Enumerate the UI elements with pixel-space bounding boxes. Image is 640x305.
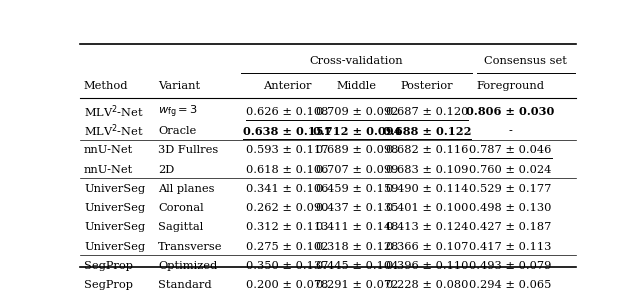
Text: Middle: Middle bbox=[337, 81, 377, 91]
Text: Standard: Standard bbox=[158, 280, 212, 290]
Text: 0.459 ± 0.159: 0.459 ± 0.159 bbox=[316, 184, 398, 194]
Text: nnU-Net: nnU-Net bbox=[84, 145, 133, 155]
Text: UniverSeg: UniverSeg bbox=[84, 242, 145, 252]
Text: 0.707 ± 0.099: 0.707 ± 0.099 bbox=[316, 164, 398, 174]
Text: 0.228 ± 0.080: 0.228 ± 0.080 bbox=[386, 280, 468, 290]
Text: 0.318 ± 0.128: 0.318 ± 0.128 bbox=[316, 242, 398, 252]
Text: 0.618 ± 0.106: 0.618 ± 0.106 bbox=[246, 164, 328, 174]
Text: 0.683 ± 0.109: 0.683 ± 0.109 bbox=[386, 164, 468, 174]
Text: 0.427 ± 0.187: 0.427 ± 0.187 bbox=[469, 222, 552, 232]
Text: All planes: All planes bbox=[158, 184, 215, 194]
Text: SegProp: SegProp bbox=[84, 261, 133, 271]
Text: Cross-validation: Cross-validation bbox=[310, 56, 403, 66]
Text: 0.350 ± 0.137: 0.350 ± 0.137 bbox=[246, 261, 328, 271]
Text: 0.688 ± 0.122: 0.688 ± 0.122 bbox=[383, 126, 472, 137]
Text: Posterior: Posterior bbox=[401, 81, 454, 91]
Text: 0.493 ± 0.079: 0.493 ± 0.079 bbox=[469, 261, 552, 271]
Text: 0.498 ± 0.130: 0.498 ± 0.130 bbox=[469, 203, 552, 213]
Text: SegProp: SegProp bbox=[84, 280, 133, 290]
Text: 0.593 ± 0.117: 0.593 ± 0.117 bbox=[246, 145, 328, 155]
Text: 0.787 ± 0.046: 0.787 ± 0.046 bbox=[469, 145, 552, 155]
Text: Oracle: Oracle bbox=[158, 126, 196, 136]
Text: 0.411 ± 0.148: 0.411 ± 0.148 bbox=[316, 222, 398, 232]
Text: 0.490 ± 0.114: 0.490 ± 0.114 bbox=[386, 184, 468, 194]
Text: 0.291 ± 0.072: 0.291 ± 0.072 bbox=[316, 280, 398, 290]
Text: -: - bbox=[509, 126, 513, 136]
Text: nnU-Net: nnU-Net bbox=[84, 164, 133, 174]
Text: 2D: 2D bbox=[158, 164, 175, 174]
Text: 0.341 ± 0.106: 0.341 ± 0.106 bbox=[246, 184, 328, 194]
Text: UniverSeg: UniverSeg bbox=[84, 203, 145, 213]
Text: 0.294 ± 0.065: 0.294 ± 0.065 bbox=[469, 280, 552, 290]
Text: 0.712 ± 0.094: 0.712 ± 0.094 bbox=[312, 126, 401, 137]
Text: Method: Method bbox=[84, 81, 129, 91]
Text: 0.275 ± 0.102: 0.275 ± 0.102 bbox=[246, 242, 328, 252]
Text: Variant: Variant bbox=[158, 81, 200, 91]
Text: MLV$^2$-Net: MLV$^2$-Net bbox=[84, 123, 144, 139]
Text: Anterior: Anterior bbox=[263, 81, 312, 91]
Text: Transverse: Transverse bbox=[158, 242, 223, 252]
Text: 0.689 ± 0.098: 0.689 ± 0.098 bbox=[316, 145, 398, 155]
Text: 0.413 ± 0.124: 0.413 ± 0.124 bbox=[386, 222, 468, 232]
Text: 0.437 ± 0.135: 0.437 ± 0.135 bbox=[316, 203, 398, 213]
Text: 0.806 ± 0.030: 0.806 ± 0.030 bbox=[467, 106, 555, 117]
Text: MLV$^2$-Net: MLV$^2$-Net bbox=[84, 103, 144, 120]
Text: 0.445 ± 0.104: 0.445 ± 0.104 bbox=[316, 261, 398, 271]
Text: UniverSeg: UniverSeg bbox=[84, 184, 145, 194]
Text: UniverSeg: UniverSeg bbox=[84, 222, 145, 232]
Text: 0.417 ± 0.113: 0.417 ± 0.113 bbox=[469, 242, 552, 252]
Text: 0.709 ± 0.092: 0.709 ± 0.092 bbox=[316, 107, 398, 117]
Text: 0.626 ± 0.108: 0.626 ± 0.108 bbox=[246, 107, 328, 117]
Text: 0.396 ± 0.110: 0.396 ± 0.110 bbox=[386, 261, 468, 271]
Text: 3D Fullres: 3D Fullres bbox=[158, 145, 219, 155]
Text: 0.682 ± 0.116: 0.682 ± 0.116 bbox=[386, 145, 468, 155]
Text: 0.401 ± 0.100: 0.401 ± 0.100 bbox=[386, 203, 468, 213]
Text: 0.529 ± 0.177: 0.529 ± 0.177 bbox=[469, 184, 552, 194]
Text: $w_{\rm fg} = 3$: $w_{\rm fg} = 3$ bbox=[158, 104, 198, 120]
Text: 0.200 ± 0.078: 0.200 ± 0.078 bbox=[246, 280, 328, 290]
Text: Optimized: Optimized bbox=[158, 261, 218, 271]
Text: Consensus set: Consensus set bbox=[484, 56, 567, 66]
Text: Sagittal: Sagittal bbox=[158, 222, 204, 232]
Text: 0.262 ± 0.090: 0.262 ± 0.090 bbox=[246, 203, 328, 213]
Text: 0.638 ± 0.151: 0.638 ± 0.151 bbox=[243, 126, 332, 137]
Text: Foreground: Foreground bbox=[477, 81, 545, 91]
Text: 0.760 ± 0.024: 0.760 ± 0.024 bbox=[469, 164, 552, 174]
Text: 0.687 ± 0.120: 0.687 ± 0.120 bbox=[386, 107, 468, 117]
Text: 0.366 ± 0.107: 0.366 ± 0.107 bbox=[386, 242, 468, 252]
Text: Coronal: Coronal bbox=[158, 203, 204, 213]
Text: 0.312 ± 0.113: 0.312 ± 0.113 bbox=[246, 222, 328, 232]
